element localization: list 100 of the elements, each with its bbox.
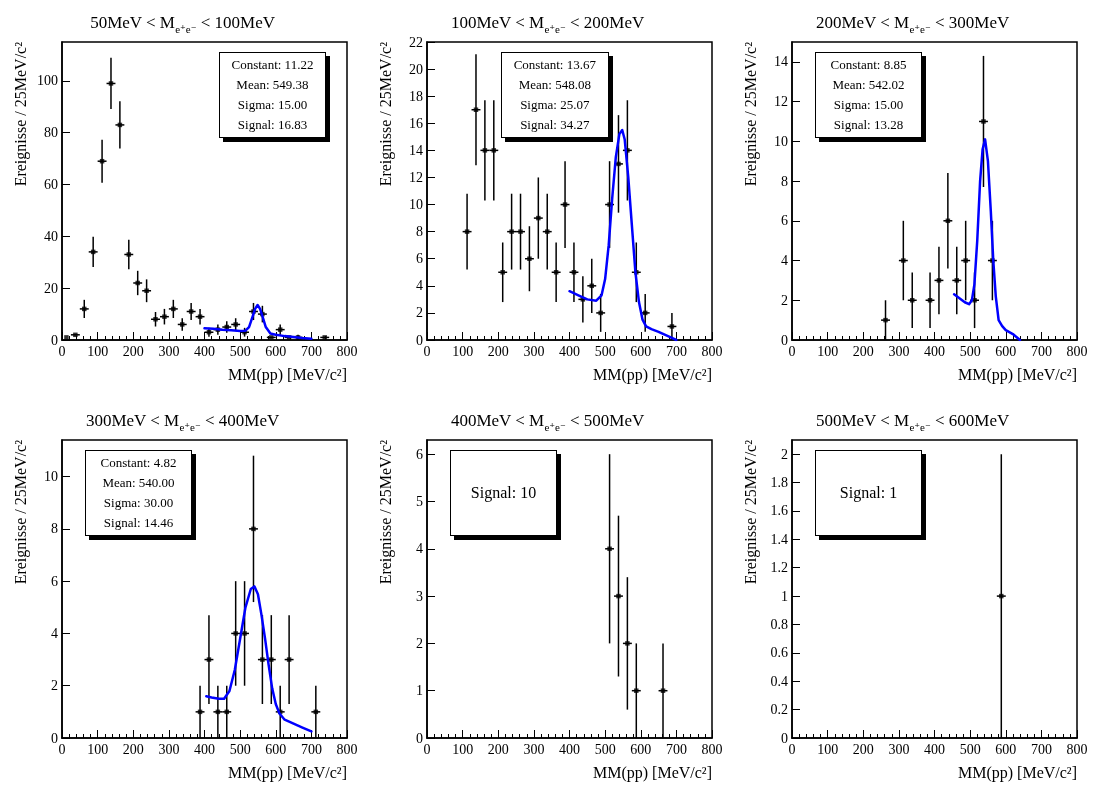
x-tick-label: 100 <box>87 741 109 757</box>
annotation: Sigma: 15.00 <box>237 96 308 114</box>
x-tick-label: 400 <box>559 741 580 757</box>
y-tick-label: 1 <box>416 683 423 699</box>
y-tick-label: 14 <box>409 142 423 158</box>
x-tick-label: 800 <box>701 343 723 359</box>
y-tick-label: 4 <box>781 253 788 269</box>
annotation: Constant: 11.22 <box>231 56 314 74</box>
annotation: Signal: 14.46 <box>103 514 174 532</box>
x-tick-label: 200 <box>852 343 874 359</box>
x-tick-label: 600 <box>265 741 287 757</box>
y-tick-label: 1.2 <box>770 560 788 576</box>
x-tick-label: 200 <box>122 343 144 359</box>
annotation: Constant: 8.85 <box>830 56 907 74</box>
x-tick-label: 700 <box>300 343 322 359</box>
annotation: Signal: 16.83 <box>237 116 308 134</box>
x-tick-label: 400 <box>924 343 945 359</box>
y-tick-label: 1 <box>781 588 788 604</box>
y-tick-label: 60 <box>44 177 58 193</box>
x-tick-label: 100 <box>817 343 839 359</box>
y-tick-label: 22 <box>409 34 423 50</box>
x-tick-label: 700 <box>1030 343 1052 359</box>
x-tick-label: 300 <box>158 343 180 359</box>
x-tick-label: 200 <box>487 741 509 757</box>
y-axis-title: Ereignisse / 25MeV/c² <box>376 439 395 585</box>
x-tick-label: 800 <box>1066 741 1088 757</box>
y-tick-label: 10 <box>774 133 788 149</box>
y-tick-label: 4 <box>416 278 423 294</box>
y-axis-title: Ereignisse / 25MeV/c² <box>741 439 760 585</box>
y-tick-label: 8 <box>416 224 423 240</box>
y-tick-label: 0 <box>416 730 423 746</box>
x-tick-label: 500 <box>959 343 981 359</box>
x-axis-title: MM(pp) [MeV/c²] <box>958 365 1077 384</box>
x-tick-label: 500 <box>594 741 616 757</box>
x-tick-label: 600 <box>995 741 1017 757</box>
x-tick-label: 800 <box>1066 343 1088 359</box>
y-axis-title: Ereignisse / 25MeV/c² <box>11 41 30 187</box>
y-tick-label: 0 <box>781 332 788 348</box>
y-tick-label: 4 <box>416 541 423 557</box>
x-tick-label: 800 <box>701 741 723 757</box>
y-tick-label: 16 <box>409 115 423 131</box>
y-tick-label: 1.8 <box>770 475 788 491</box>
x-axis-title: MM(pp) [MeV/c²] <box>228 365 347 384</box>
y-tick-label: 10 <box>409 197 423 213</box>
y-tick-label: 14 <box>774 54 788 70</box>
y-tick-label: 80 <box>44 125 58 141</box>
x-tick-label: 300 <box>158 741 180 757</box>
x-tick-label: 300 <box>523 343 545 359</box>
x-tick-label: 100 <box>452 343 474 359</box>
y-tick-label: 2 <box>416 635 423 651</box>
x-tick-label: 200 <box>487 343 509 359</box>
y-tick-label: 3 <box>416 588 423 604</box>
x-axis-title: MM(pp) [MeV/c²] <box>593 763 712 782</box>
x-tick-label: 400 <box>559 343 580 359</box>
x-tick-label: 500 <box>959 741 981 757</box>
y-tick-label: 4 <box>51 625 58 641</box>
y-tick-label: 1.4 <box>770 531 788 547</box>
annotation: Mean: 549.38 <box>236 76 309 94</box>
annotation: Mean: 540.00 <box>102 474 175 492</box>
y-tick-label: 6 <box>781 213 788 229</box>
x-tick-label: 400 <box>194 343 215 359</box>
y-tick-label: 0 <box>781 730 788 746</box>
x-tick-label: 600 <box>265 343 287 359</box>
y-tick-label: 12 <box>409 169 423 185</box>
annotation: Signal: 1 <box>839 483 898 503</box>
x-tick-label: 400 <box>924 741 945 757</box>
x-tick-label: 700 <box>665 741 687 757</box>
y-tick-label: 5 <box>416 493 423 509</box>
x-tick-label: 100 <box>817 741 839 757</box>
y-tick-label: 6 <box>416 251 423 267</box>
y-tick-label: 20 <box>44 280 58 296</box>
y-axis-title: Ereignisse / 25MeV/c² <box>376 41 395 187</box>
annotation: Sigma: 15.00 <box>833 96 904 114</box>
y-axis-title: Ereignisse / 25MeV/c² <box>741 41 760 187</box>
y-tick-label: 100 <box>37 73 58 89</box>
x-tick-label: 600 <box>630 343 652 359</box>
y-tick-label: 0.6 <box>770 645 788 661</box>
x-tick-label: 800 <box>336 741 358 757</box>
y-tick-label: 2 <box>416 305 423 321</box>
y-tick-label: 2 <box>51 678 58 694</box>
x-tick-label: 100 <box>87 343 109 359</box>
y-tick-label: 1.6 <box>770 503 788 519</box>
y-axis-title: Ereignisse / 25MeV/c² <box>11 439 30 585</box>
annotation: Constant: 13.67 <box>513 56 596 74</box>
annotation: Mean: 548.08 <box>518 76 591 94</box>
y-tick-label: 8 <box>781 173 788 189</box>
x-tick-label: 800 <box>336 343 358 359</box>
annotation: Sigma: 25.07 <box>520 96 590 114</box>
y-tick-label: 10 <box>44 469 58 485</box>
x-tick-label: 300 <box>888 741 910 757</box>
x-axis-title: MM(pp) [MeV/c²] <box>958 763 1077 782</box>
y-tick-label: 6 <box>51 573 58 589</box>
x-tick-label: 500 <box>594 343 616 359</box>
x-tick-label: 300 <box>523 741 545 757</box>
x-tick-label: 400 <box>194 741 215 757</box>
y-tick-label: 0 <box>51 332 58 348</box>
y-tick-label: 6 <box>416 446 423 462</box>
y-tick-label: 0.4 <box>770 673 788 689</box>
x-tick-label: 700 <box>665 343 687 359</box>
y-tick-label: 2 <box>781 446 788 462</box>
